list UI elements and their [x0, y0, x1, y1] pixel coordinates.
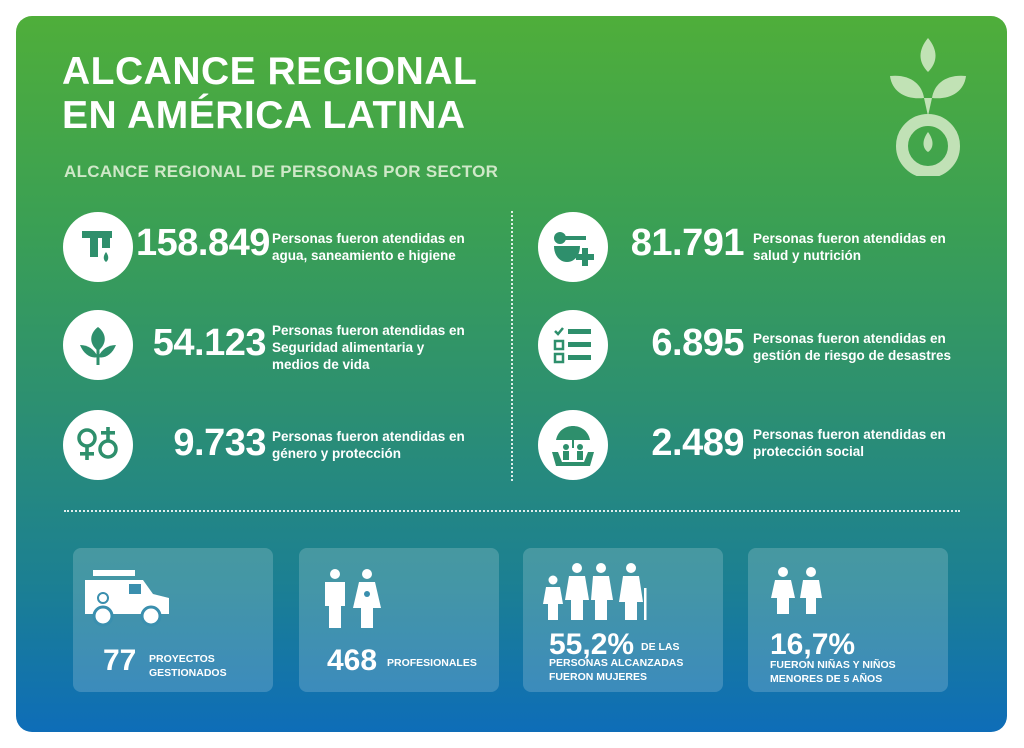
sector-label: Personas fueron atendidas en protección …	[753, 427, 946, 459]
gender-icon	[63, 410, 133, 480]
stat-label: PROYECTOS GESTIONADOS	[149, 653, 227, 679]
vehicle-icon	[85, 570, 169, 627]
stat-label: PERSONAS ALCANZADAS FUERON MUJERES	[549, 657, 684, 683]
checklist-icon	[538, 310, 608, 380]
stat-value: 16,7%	[770, 628, 856, 661]
stat-value: 55,2%	[549, 628, 635, 661]
women-icon	[543, 563, 647, 620]
sector-label: Personas fueron atendidas en Seguridad a…	[272, 323, 465, 372]
sector-label: Personas fueron atendidas en género y pr…	[272, 429, 465, 461]
sector-value: 2.489	[651, 422, 744, 464]
stat-box-children: 16,7% FUERON NIÑAS Y NIÑOS MENORES DE 5 …	[748, 548, 948, 692]
organization-logo	[890, 38, 966, 176]
sector-value: 158.849	[136, 222, 270, 264]
stat-label: FUERON NIÑAS Y NIÑOS MENORES DE 5 AÑOS	[770, 659, 896, 685]
page-title: ALCANCE REGIONAL EN AMÉRICA LATINA	[62, 50, 478, 137]
sector-value: 6.895	[651, 322, 744, 364]
stat-suffix: DE LAS	[641, 641, 680, 653]
horizontal-divider	[64, 510, 960, 512]
health-nutrition-icon	[538, 212, 608, 282]
social-protection-icon	[538, 410, 608, 480]
stat-box-women: 55,2% DE LAS PERSONAS ALCANZADAS FUERON …	[523, 548, 723, 692]
professionals-icon	[325, 569, 381, 628]
stat-value: 77	[103, 644, 137, 677]
children-icon	[771, 567, 822, 614]
water-tap-icon	[63, 212, 133, 282]
sector-value: 9.733	[173, 422, 266, 464]
sector-label: Personas fueron atendidas en agua, sanea…	[272, 231, 465, 263]
stat-value: 468	[327, 644, 378, 677]
stat-label: PROFESIONALES	[387, 657, 477, 669]
vertical-divider	[511, 211, 513, 481]
infographic-card: ALCANCE REGIONAL EN AMÉRICA LATINA ALCAN…	[16, 16, 1007, 732]
stat-box-projects: 77 PROYECTOS GESTIONADOS	[73, 548, 273, 692]
sector-label: Personas fueron atendidas en salud y nut…	[753, 231, 946, 263]
stat-box-professionals: 468 PROFESIONALES	[299, 548, 499, 692]
section-subtitle: ALCANCE REGIONAL DE PERSONAS POR SECTOR	[64, 162, 499, 181]
plant-icon	[63, 310, 133, 380]
sector-value: 81.791	[630, 222, 745, 264]
sector-label: Personas fueron atendidas en gestión de …	[753, 331, 952, 363]
sector-value: 54.123	[152, 322, 267, 364]
